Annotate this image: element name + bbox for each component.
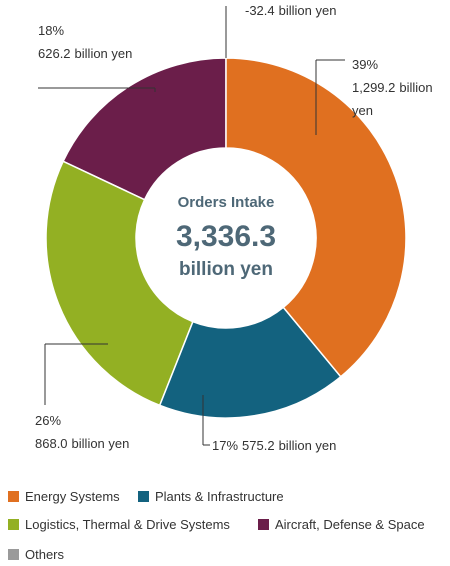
slice	[45, 160, 194, 407]
value-label: 1,299.2	[352, 80, 396, 95]
legend-swatch	[258, 519, 269, 530]
data-label: 18% 626.2 billion yen	[38, 19, 198, 65]
unit-label: billion yen	[71, 436, 130, 451]
legend-item: Logistics, Thermal & Drive Systems	[8, 517, 230, 532]
legend-swatch	[8, 519, 19, 530]
slice	[225, 57, 407, 378]
legend-item: Plants & Infrastructure	[138, 489, 284, 504]
legend-label: Plants & Infrastructure	[155, 489, 284, 504]
legend-item: Others	[8, 547, 64, 562]
legend-label: Aircraft, Defense & Space	[275, 517, 425, 532]
unit-label: billion yen	[74, 46, 133, 61]
legend-label: Others	[25, 547, 65, 562]
legend-item: Aircraft, Defense & Space	[258, 517, 425, 532]
value-label: 575.2	[242, 438, 275, 453]
value-label: 626.2	[38, 46, 71, 61]
value-label: -32.4	[245, 3, 275, 18]
data-label: 39% 1,299.2 billion yen	[352, 53, 444, 122]
legend-swatch	[8, 491, 19, 502]
legend-swatch	[8, 549, 19, 560]
data-label: 26% 868.0 billion yen	[35, 409, 195, 455]
slice	[62, 57, 227, 201]
percent-label: 17%	[212, 438, 239, 453]
unit-label: billion yen	[278, 438, 337, 453]
data-label: -32.4 billion yen	[245, 0, 445, 22]
chart-title: Orders Intake	[178, 194, 275, 211]
slice	[158, 306, 342, 419]
legend-item: Energy Systems	[8, 489, 120, 504]
percent-label: 39%	[352, 57, 379, 72]
total-unit: billion yen	[179, 259, 273, 280]
legend-swatch	[138, 491, 149, 502]
unit-label: billion yen	[278, 3, 337, 18]
legend-label: Logistics, Thermal & Drive Systems	[25, 517, 230, 532]
unit-label: billion yen	[352, 80, 433, 118]
percent-label: 18%	[38, 23, 65, 38]
legend-label: Energy Systems	[25, 489, 120, 504]
data-label: 17% 575.2 billion yen	[212, 434, 442, 457]
total-value: 3,336.3	[176, 220, 276, 253]
value-label: 868.0	[35, 436, 68, 451]
percent-label: 26%	[35, 413, 62, 428]
